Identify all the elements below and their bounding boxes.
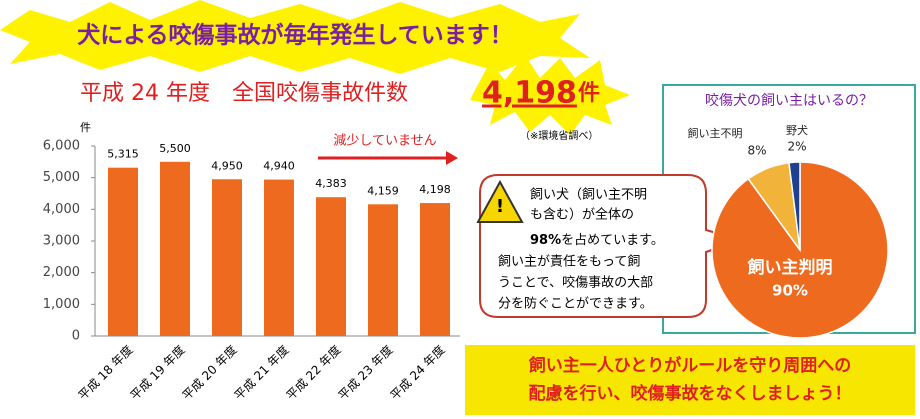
bar xyxy=(368,204,398,336)
headline-unit: 件 xyxy=(578,81,600,106)
slice-value: 8% xyxy=(747,144,766,158)
x-tick-label: 平成 21 年度 xyxy=(231,342,292,403)
burst xyxy=(470,55,630,135)
x-tick-label: 平成 19 年度 xyxy=(127,342,188,403)
footer-box xyxy=(465,345,915,415)
footer-text: 配慮を行い、咬傷事故をなくしましょう！ xyxy=(529,383,852,404)
slice-label: 飼い主不明 xyxy=(688,126,743,140)
banner: 犬による咬傷事故が毎年発生しています！ xyxy=(77,22,513,49)
x-tick-label: 平成 22 年度 xyxy=(283,342,344,403)
annotation-arrowhead xyxy=(446,151,458,165)
callout-text: 飼い主が責任をもって飼 xyxy=(498,255,640,270)
pie-slice xyxy=(788,161,801,251)
bar xyxy=(212,179,242,336)
y-tick-label: 5,000 xyxy=(43,170,80,185)
y-tick-label: 2,000 xyxy=(43,265,80,280)
bar xyxy=(108,167,138,336)
value-label: 4,950 xyxy=(211,159,243,172)
note: （※環境省調べ） xyxy=(520,129,598,142)
callout-text: 98%を占めています。 xyxy=(530,233,664,248)
headline: 平成 24 年度 全国咬傷事故件数 xyxy=(80,81,408,106)
warning-mark: ! xyxy=(496,196,504,217)
y-tick-label: 0 xyxy=(72,329,80,344)
headline-count: 4,198 xyxy=(482,76,577,111)
slice-label: 飼い主判明 xyxy=(747,257,833,278)
slice-label: 野犬 xyxy=(786,123,808,137)
pie-title: 咬傷犬の飼い主はいるの？ xyxy=(705,92,873,109)
bar xyxy=(316,197,346,336)
slice-value: 2% xyxy=(787,140,806,154)
x-tick-label: 平成 23 年度 xyxy=(335,342,396,403)
footer-text: 飼い主一人ひとりがルールを守り周囲への xyxy=(528,355,852,376)
value-label: 5,315 xyxy=(107,148,139,161)
callout-bold: 98% xyxy=(530,233,561,248)
callout-box xyxy=(479,174,744,318)
burst xyxy=(0,0,590,74)
callout-text: 飼い犬（飼い主不明 xyxy=(530,188,647,203)
callout-text: 分を防ぐことができます。 xyxy=(498,296,653,312)
value-label: 4,159 xyxy=(367,184,399,197)
value-label: 4,198 xyxy=(419,183,451,196)
value-label: 4,383 xyxy=(315,177,347,190)
bar xyxy=(264,179,294,336)
value-label: 4,940 xyxy=(263,160,295,173)
x-tick-label: 平成 18 年度 xyxy=(75,342,136,403)
y-tick-label: 3,000 xyxy=(43,234,80,249)
x-tick-label: 平成 24 年度 xyxy=(387,342,448,403)
callout-text: も含む）が全体の xyxy=(530,207,634,223)
y-axis-label: 件 xyxy=(80,121,91,134)
warning-icon xyxy=(476,179,524,223)
slice-value: 90% xyxy=(772,282,808,300)
value-label: 5,500 xyxy=(159,142,191,155)
y-tick-label: 6,000 xyxy=(43,139,80,154)
callout-text: を占めています。 xyxy=(561,233,664,248)
bar xyxy=(420,203,450,336)
y-tick-label: 4,000 xyxy=(43,202,80,217)
annotation: 減少していません xyxy=(333,133,436,149)
callout-text: うことで、咬傷事故の大部 xyxy=(498,275,653,291)
bar xyxy=(160,161,190,336)
x-tick-label: 平成 20 年度 xyxy=(179,342,240,403)
y-tick-label: 1,000 xyxy=(43,297,80,312)
